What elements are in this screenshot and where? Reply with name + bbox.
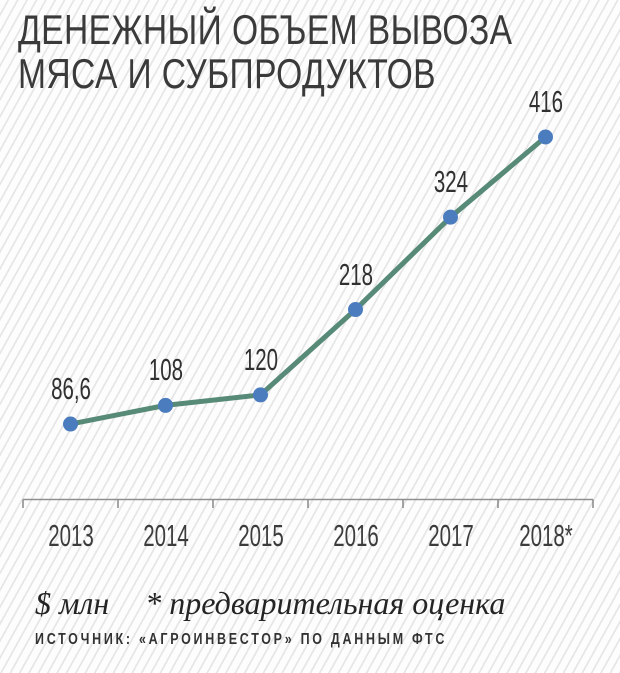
point-label: 416	[528, 83, 563, 119]
x-tick-label: 2016	[332, 518, 379, 553]
source-line: ИСТОЧНИК: «АГРОИНВЕСТОР» ПО ДАННЫМ ФТС	[35, 631, 448, 648]
chart-title-line1: ДЕНЕЖНЫЙ ОБЪЕМ ВЫВОЗА	[18, 6, 513, 53]
x-tick-label: 2017	[427, 518, 474, 553]
chart-title: ДЕНЕЖНЫЙ ОБЪЕМ ВЫВОЗА МЯСА И СУБПРОДУКТО…	[18, 8, 512, 96]
x-tick-label: 2014	[142, 518, 189, 553]
data-line	[68, 134, 548, 427]
point-label: 108	[148, 352, 183, 388]
x-tick-label: 2015	[237, 518, 284, 553]
preliminary-note: * предварительная оценка	[145, 585, 506, 621]
data-point	[348, 302, 363, 318]
point-label: 324	[433, 164, 468, 200]
units-label: $ млн	[35, 585, 110, 621]
x-tick-label: 2018*	[518, 518, 573, 553]
point-label: 86,6	[50, 371, 91, 407]
data-point	[253, 387, 268, 403]
data-point	[443, 209, 458, 225]
point-label: 218	[338, 256, 373, 292]
x-tick-label: 2013	[47, 518, 94, 553]
data-point	[158, 397, 173, 413]
chart-footnote: $ млн * предварительная оценка	[35, 584, 505, 622]
data-point	[63, 416, 78, 432]
point-label: 120	[243, 341, 278, 377]
data-point	[538, 129, 553, 145]
chart-title-line2: МЯСА И СУБПРОДУКТОВ	[18, 50, 436, 97]
